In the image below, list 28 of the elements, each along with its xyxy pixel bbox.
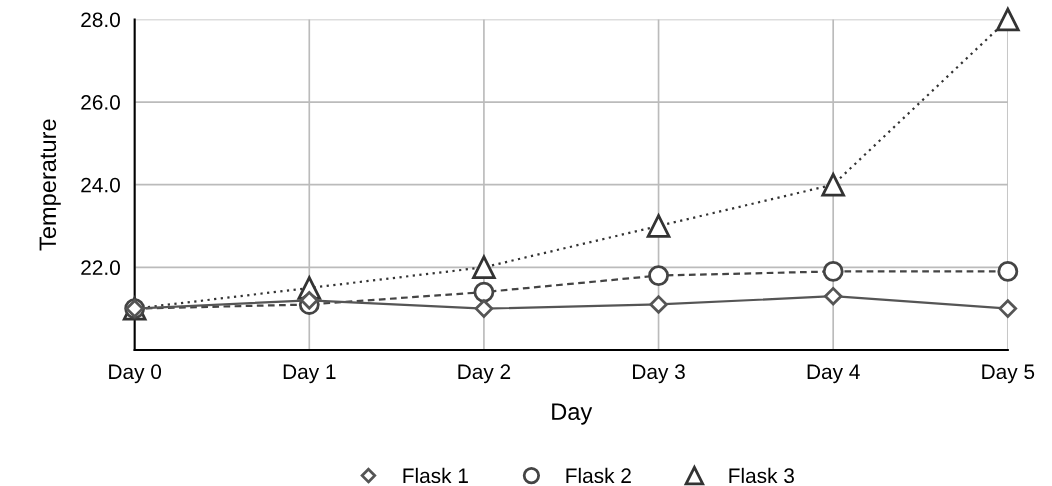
y-axis-title: Temperature bbox=[39, 119, 61, 251]
point bbox=[473, 281, 495, 303]
point bbox=[821, 172, 845, 197]
x-tick-label: Day 2 bbox=[458, 364, 511, 384]
point bbox=[300, 291, 319, 310]
point bbox=[997, 261, 1019, 282]
point bbox=[823, 286, 843, 306]
y-tick-label: 28.0 bbox=[81, 12, 120, 28]
x-tick-label: Day 3 bbox=[633, 364, 685, 384]
point bbox=[649, 295, 668, 314]
x-tick-label: Day 5 bbox=[982, 364, 1035, 384]
point bbox=[474, 299, 494, 318]
point bbox=[648, 265, 669, 286]
y-tick-label: 24.0 bbox=[81, 177, 120, 193]
legend-label: Flask 3 bbox=[729, 467, 794, 484]
point bbox=[646, 214, 671, 238]
x-tick-label: Day 0 bbox=[109, 364, 162, 384]
x-axis-title: Day bbox=[552, 403, 593, 425]
legend-label: Flask 1 bbox=[403, 467, 468, 484]
point bbox=[998, 299, 1018, 318]
legend-label: Flask 2 bbox=[566, 467, 631, 484]
point bbox=[996, 7, 1020, 32]
x-tick-label: Day 4 bbox=[807, 364, 860, 384]
point bbox=[472, 255, 496, 280]
x-tick-label: Day 1 bbox=[283, 364, 336, 384]
y-tick-label: 22.0 bbox=[81, 260, 120, 276]
point bbox=[822, 261, 844, 282]
y-tick-label: 26.0 bbox=[81, 95, 120, 110]
